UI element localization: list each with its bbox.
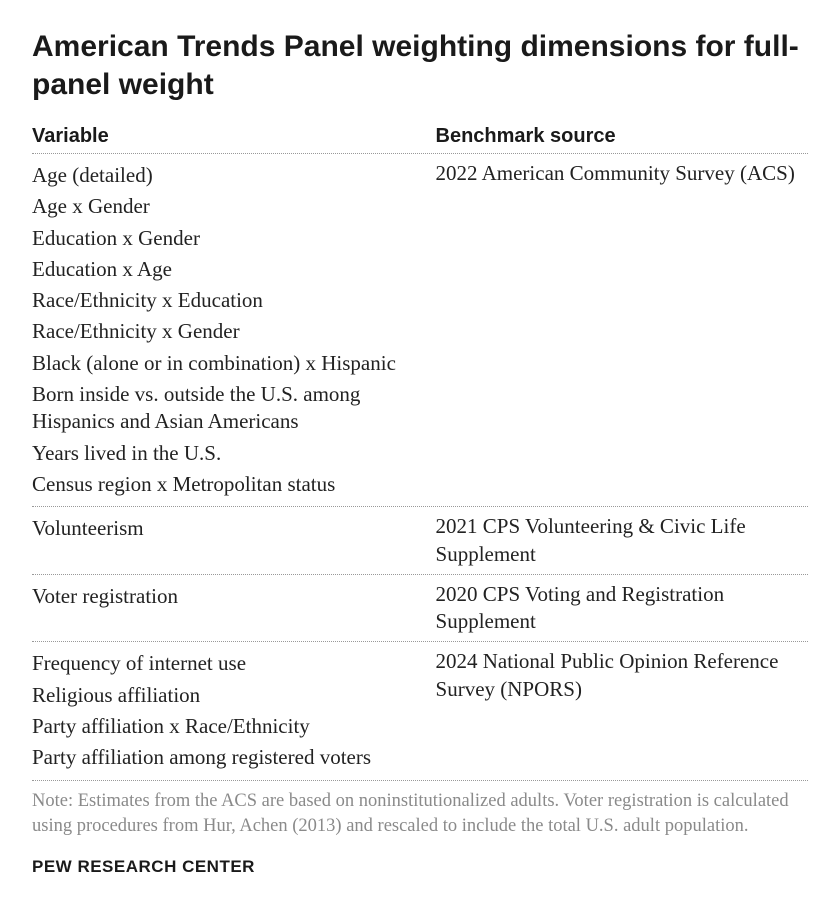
variable-item: Party affiliation among registered voter… <box>32 742 424 773</box>
source-cell: 2020 CPS Voting and Registration Supplem… <box>436 581 808 636</box>
variable-item: Census region x Metropolitan status <box>32 469 424 500</box>
variable-item: Born inside vs. outside the U.S. among H… <box>32 379 424 438</box>
variable-item: Years lived in the U.S. <box>32 438 424 469</box>
source-cell: 2022 American Community Survey (ACS) <box>436 160 808 500</box>
table-header-row: Variable Benchmark source <box>32 125 808 154</box>
table-container: American Trends Panel weighting dimensio… <box>0 0 840 901</box>
variable-item: Party affiliation x Race/Ethnicity <box>32 711 424 742</box>
variable-item: Age x Gender <box>32 191 424 222</box>
weighting-table: Variable Benchmark source Age (detailed)… <box>32 125 808 781</box>
table-group: Voter registration 2020 CPS Voting and Re… <box>32 575 808 643</box>
variable-column: Voter registration <box>32 581 436 636</box>
variable-item: Frequency of internet use <box>32 648 424 679</box>
variable-column: Volunteerism <box>32 513 436 568</box>
table-group: Volunteerism 2021 CPS Volunteering & Civi… <box>32 507 808 575</box>
table-group: Frequency of internet useReligious affil… <box>32 642 808 780</box>
variable-item: Education x Gender <box>32 223 424 254</box>
variable-column: Age (detailed)Age x GenderEducation x Ge… <box>32 160 436 500</box>
variable-item: Education x Age <box>32 254 424 285</box>
variable-item: Race/Ethnicity x Education <box>32 285 424 316</box>
page-title: American Trends Panel weighting dimensio… <box>32 28 808 103</box>
attribution: PEW RESEARCH CENTER <box>32 857 808 877</box>
table-group: Age (detailed)Age x GenderEducation x Ge… <box>32 154 808 507</box>
variable-item: Black (alone or in combination) x Hispan… <box>32 348 424 379</box>
header-variable: Variable <box>32 125 436 148</box>
source-cell: 2024 National Public Opinion Reference S… <box>436 648 808 773</box>
footnote: Note: Estimates from the ACS are based o… <box>32 789 808 839</box>
variable-item: Age (detailed) <box>32 160 424 191</box>
variable-item: Race/Ethnicity x Gender <box>32 316 424 347</box>
variable-item: Voter registration <box>32 581 424 612</box>
variable-column: Frequency of internet useReligious affil… <box>32 648 436 773</box>
header-source: Benchmark source <box>436 125 808 148</box>
table-body: Age (detailed)Age x GenderEducation x Ge… <box>32 154 808 781</box>
source-cell: 2021 CPS Volunteering & Civic Life Suppl… <box>436 513 808 568</box>
variable-item: Religious affiliation <box>32 680 424 711</box>
variable-item: Volunteerism <box>32 513 424 544</box>
